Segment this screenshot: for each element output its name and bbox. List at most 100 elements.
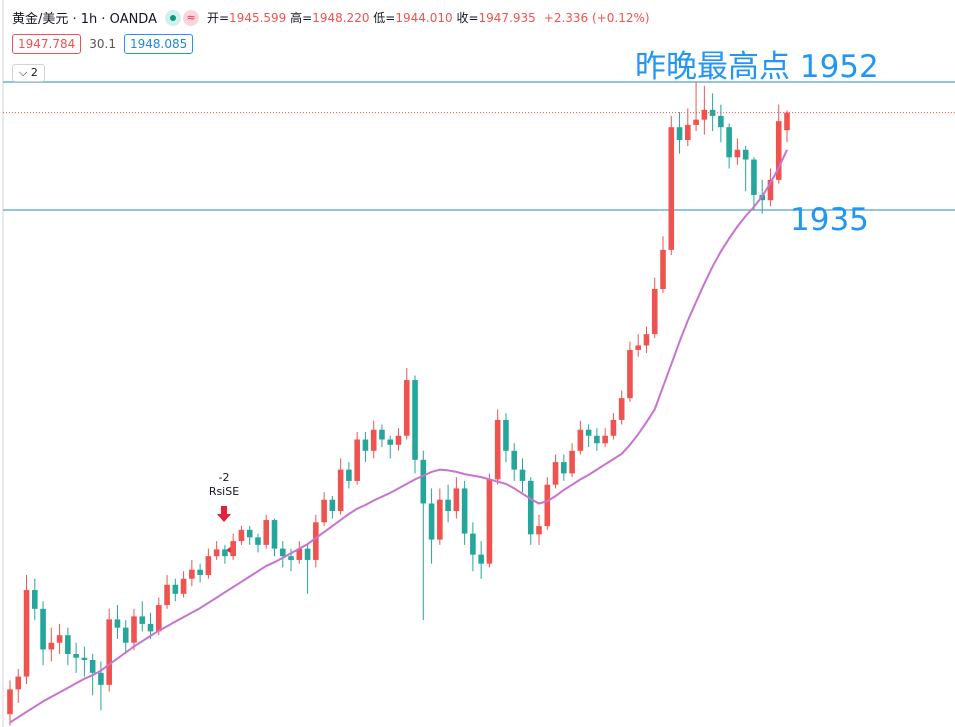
candle-body [213,549,220,557]
candle-body [379,429,385,440]
ohlc-label: 开= [206,11,230,25]
level-label: 昨晚最高点 1952 [635,49,879,85]
spread: 30.1 [89,37,116,51]
candle-body [147,623,154,632]
candle-body [420,459,427,504]
candle-body [205,556,212,575]
candle-body [643,334,650,346]
candle-body [263,520,270,545]
candle-body [238,529,245,542]
candle-body [197,569,203,575]
change: +2.336 (+0.12%) [543,10,650,25]
candle-body [494,419,501,480]
symbol: 黄金/美元 · 1h · OANDA [12,12,157,27]
candle-body [784,112,790,131]
candle-body [15,676,22,690]
level-label: 1935 [790,202,869,238]
candle-body [288,556,294,560]
candle-body [445,499,451,512]
ohlc: 开=1945.599 高=1948.220 低=1944.010 收=1947.… [207,9,536,26]
candle-body [395,435,402,445]
candle-body [668,127,675,250]
candle-body [114,619,121,628]
candle-body [660,249,666,289]
candle-body [89,660,96,673]
candle-body [594,435,600,444]
candle-body [685,124,691,140]
candle-body [7,689,13,715]
candle-body [313,522,319,560]
candle-body [73,653,79,658]
candle-body [321,499,327,523]
candle-body [172,584,179,594]
candle-body [610,419,617,436]
candle-body [106,619,112,685]
ohlc-value: 1944.010 [395,11,453,25]
candle-body [577,429,584,451]
candle-body [98,672,104,685]
candle-body [31,590,38,609]
candle-body [131,616,137,643]
candle-body [387,439,394,445]
candle-body [354,439,360,481]
candle-body [412,380,418,460]
price-badges: 1947.784 30.1 1948.085 [12,34,194,54]
ohlc-value: 1948.220 [312,11,370,25]
candle-body [246,529,253,538]
candle-body [304,548,311,560]
candle-body [189,569,195,579]
signal-arrow [217,506,231,522]
candle-body [296,548,303,560]
candle-body [561,462,567,474]
candle-body [337,469,344,512]
candle-body [222,549,228,557]
candle-body [651,288,658,335]
ask[interactable]: 1948.085 [123,34,194,54]
candle-body [709,109,716,116]
candle-body [536,526,542,535]
annotation: RsiSE [209,485,239,498]
candle-body [437,499,443,540]
candle-body [552,462,559,485]
candle-body [470,533,476,555]
ohlc-value: 1945.599 [229,11,287,25]
indicator-count: 2 [30,66,38,79]
candle-body [48,642,55,650]
candle-body [503,419,509,451]
candle-body [585,429,592,436]
candle-body [767,179,774,201]
candle-body [478,554,484,564]
candle-body [230,541,236,557]
candle-body [346,469,352,481]
status-icon: ≈ [182,9,199,26]
candle-body [461,488,468,534]
candle-body [742,149,749,160]
candle-body [279,548,286,557]
candle-body [693,119,699,125]
bid[interactable]: 1947.784 [12,34,82,54]
indicator-toggle[interactable]: ⌵ 2 [12,64,45,82]
candle-body [362,439,369,451]
candle-body [511,450,518,470]
candle-body [618,398,625,420]
candle-body [255,537,261,545]
candle-body [428,503,435,540]
candle-body [122,627,129,643]
candle-body [139,616,146,624]
candle-body [180,578,187,594]
candle-body [569,450,575,474]
candle-body [486,479,493,564]
candle-body [271,520,278,549]
candle-body [544,484,551,527]
candle-body [40,608,46,650]
candle-body [65,635,71,654]
ohlc-label: 收= [456,11,479,25]
candle-body [23,590,30,677]
candle-body [56,635,63,643]
moving-average [9,149,788,724]
candle-body [329,499,336,512]
candle-body [81,657,88,661]
candle-body [155,605,162,632]
